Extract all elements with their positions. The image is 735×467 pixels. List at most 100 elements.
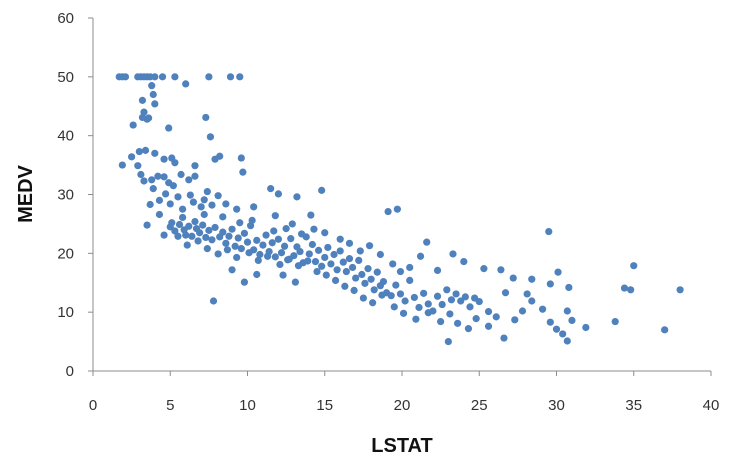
data-point xyxy=(287,235,295,243)
data-point xyxy=(263,252,272,260)
y-tick-label: 10 xyxy=(57,304,74,321)
data-point xyxy=(270,227,278,235)
data-point xyxy=(464,325,473,333)
data-point xyxy=(233,253,241,262)
data-point xyxy=(444,337,452,346)
data-point xyxy=(424,309,432,317)
data-point xyxy=(202,233,210,242)
data-point xyxy=(330,250,338,259)
data-point xyxy=(259,241,267,249)
data-points xyxy=(115,73,684,346)
data-point xyxy=(518,307,527,315)
x-tick-label: 5 xyxy=(166,397,174,414)
data-point xyxy=(196,229,204,237)
data-point xyxy=(183,241,191,249)
data-point xyxy=(205,73,213,81)
data-point xyxy=(288,220,296,228)
data-point xyxy=(523,290,531,298)
x-axis-title: LSTAT xyxy=(371,435,432,457)
data-point xyxy=(194,237,202,245)
y-axis-ticks: 0 10 20 30 40 50 60 xyxy=(57,10,93,380)
data-point xyxy=(179,205,187,213)
data-point xyxy=(511,316,519,324)
data-point xyxy=(253,270,261,279)
data-point xyxy=(460,257,468,266)
data-point xyxy=(135,147,143,156)
data-point xyxy=(191,162,199,170)
y-tick-label: 60 xyxy=(57,10,74,27)
data-point xyxy=(546,280,554,288)
data-point xyxy=(528,297,536,305)
data-point xyxy=(492,313,500,321)
data-point xyxy=(620,284,629,292)
data-point xyxy=(297,230,306,238)
data-point xyxy=(416,252,425,260)
data-point xyxy=(389,260,397,268)
data-point xyxy=(415,303,423,312)
data-point xyxy=(146,200,154,209)
data-point xyxy=(410,293,418,302)
data-point xyxy=(205,226,213,234)
data-point xyxy=(367,275,375,283)
data-point xyxy=(554,268,562,276)
data-point xyxy=(376,250,384,259)
y-tick-label: 50 xyxy=(57,69,74,86)
data-point xyxy=(359,294,367,302)
data-point xyxy=(538,305,547,313)
data-point xyxy=(216,152,224,160)
data-point xyxy=(305,250,313,258)
data-point xyxy=(318,262,326,270)
data-point xyxy=(370,286,378,294)
data-point xyxy=(336,247,344,255)
data-point xyxy=(447,296,456,304)
data-point xyxy=(174,193,182,201)
data-point xyxy=(412,315,420,323)
data-point xyxy=(149,90,157,99)
x-tick-label: 10 xyxy=(239,397,256,414)
data-point xyxy=(438,300,446,309)
data-point xyxy=(158,73,167,81)
data-point xyxy=(500,334,508,342)
data-point xyxy=(206,133,215,141)
data-point xyxy=(222,200,230,208)
data-point xyxy=(509,274,517,282)
data-point xyxy=(128,153,136,161)
data-point xyxy=(433,266,442,274)
data-point xyxy=(563,337,571,345)
data-point xyxy=(546,318,554,326)
data-point xyxy=(443,286,451,294)
data-point xyxy=(233,205,241,213)
data-point xyxy=(237,245,245,253)
data-point xyxy=(356,247,364,255)
data-point xyxy=(401,297,409,305)
data-point xyxy=(364,265,372,273)
data-point xyxy=(449,250,457,258)
data-point xyxy=(191,172,199,180)
data-point xyxy=(384,207,392,216)
data-point xyxy=(267,185,275,193)
data-point xyxy=(166,200,174,208)
data-point xyxy=(240,229,249,237)
data-point xyxy=(203,245,211,253)
data-point xyxy=(661,326,669,334)
data-point xyxy=(379,277,388,286)
data-point xyxy=(321,253,329,262)
data-point xyxy=(311,257,320,266)
data-point xyxy=(345,239,354,247)
data-point xyxy=(393,205,401,213)
data-point xyxy=(321,229,329,237)
data-point xyxy=(160,155,168,163)
y-tick-label: 40 xyxy=(57,128,74,145)
data-point xyxy=(307,211,315,219)
data-point xyxy=(424,300,432,308)
data-point xyxy=(137,170,145,179)
data-point xyxy=(214,250,222,258)
data-point xyxy=(350,286,358,294)
data-point xyxy=(222,239,230,247)
data-point xyxy=(472,315,480,323)
data-point xyxy=(296,247,304,256)
data-point xyxy=(228,266,236,274)
data-point xyxy=(185,176,193,184)
data-point xyxy=(446,310,454,318)
x-tick-label: 40 xyxy=(703,397,720,414)
